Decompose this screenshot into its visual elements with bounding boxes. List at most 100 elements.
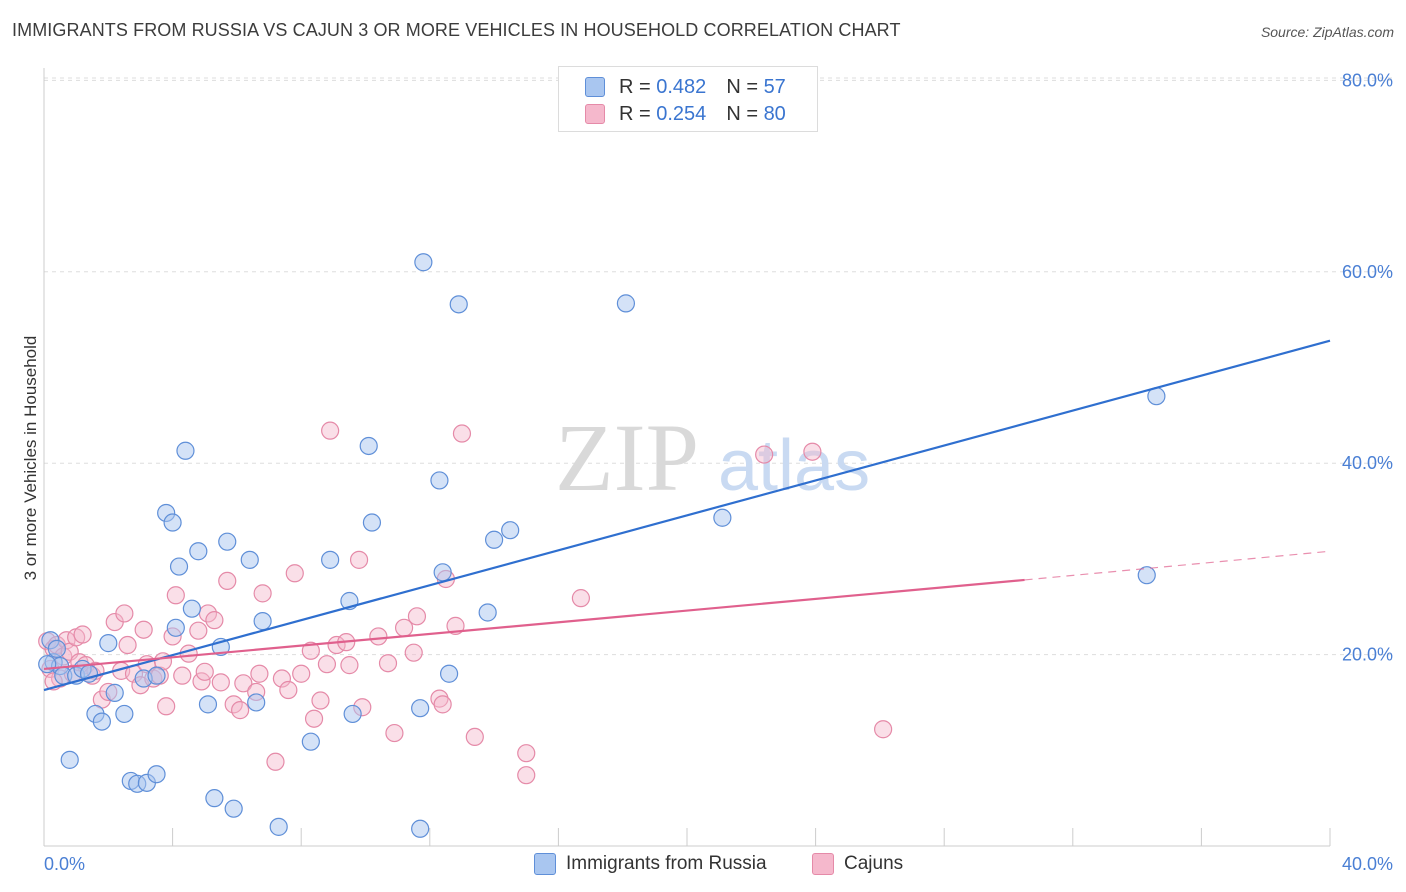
y-axis-label: 3 or more Vehicles in Household [21,336,40,581]
cajuns-point [253,584,272,603]
russia-point [616,294,636,313]
watermark-atlas: atlas [718,426,870,506]
russia-point [224,799,243,818]
tick-labels: 20.0% 40.0% 60.0% 80.0% 0.0% 40.0% [44,70,1393,874]
cajuns-point [369,627,388,646]
legend-n-label: N = [726,102,764,125]
legend-row-cajuns: R = 0.254 N = 80 [585,102,786,126]
russia-point [414,253,433,272]
russia-point [163,513,182,532]
legend: R = 0.482 N = 57 R = 0.254 N = 80 [558,66,818,132]
russia-point [189,542,208,561]
cajuns-point [189,621,208,640]
legend-row-russia: R = 0.482 N = 57 [585,75,786,99]
cajuns-point [404,643,423,662]
russia-point [411,819,430,838]
bottom-legend-swatch-russia [534,853,556,875]
legend-n-value: 57 [763,75,786,98]
cajuns-point [517,766,536,785]
chart-title: IMMIGRANTS FROM RUSSIA VS CAJUN 3 OR MOR… [12,20,901,40]
russia-point [38,655,57,674]
russia-point [247,693,266,712]
watermark-zip: ZIP [555,404,699,511]
russia-point [478,603,497,622]
legend-r-value: 0.482 [656,75,707,98]
cajuns-point [433,695,452,714]
cajuns-point [157,697,176,716]
russia-point [301,732,320,751]
cajuns-point [430,689,449,708]
russia-point [1137,566,1156,585]
russia-point [169,557,189,576]
cajuns-point [304,709,324,728]
cajuns-point [321,421,340,440]
trend-lines [43,339,1331,692]
russia-point [105,683,124,702]
legend-swatch-russia [585,77,605,97]
legend-n-value: 80 [763,102,786,125]
cajuns-point [279,680,298,700]
cajuns-point [755,445,774,464]
cajuns-point [73,625,92,644]
legend-n-label: N = [726,75,764,98]
cajuns-point [317,655,337,674]
cajuns-point [285,564,304,583]
cajuns-point [250,664,269,683]
cajuns-point [385,723,404,743]
russia-point [198,695,218,714]
y-tick-label: 80.0% [1342,70,1393,90]
cajuns-point [192,672,211,691]
russia-point [218,532,237,551]
russia-point [439,664,459,683]
bottom-legend-swatch-cajuns [812,853,834,875]
cajuns-point [205,611,224,630]
legend-r-label: R = [619,102,657,125]
cajuns-point [301,641,320,660]
cajuns-trend-extension [1024,550,1331,581]
axes [43,68,1331,847]
cajuns-point [231,701,250,720]
russia-point [166,618,185,637]
russia-point [60,750,79,769]
russia-point [99,634,118,653]
cajuns-point [266,752,285,771]
legend-r-value: 0.254 [656,102,707,125]
russia-point [147,765,166,784]
cajuns-point [218,571,237,591]
cajuns-point [195,662,214,681]
cajuns-point [407,607,427,626]
russia-point [433,563,452,582]
cajuns-point [465,727,484,747]
cajuns-point [234,674,253,693]
cajuns-point [349,550,369,569]
cajuns-point [272,669,292,688]
russia-point [321,550,340,569]
russia-point [449,295,468,314]
cajuns-point [803,442,822,461]
cajuns-point [115,604,134,623]
source-label: Source: ZipAtlas.com [1260,24,1394,40]
russia-point [411,699,430,718]
cajuns-point [173,666,192,685]
bottom-legend-russia: Immigrants from Russia [534,852,767,876]
russia-point [92,712,111,731]
x-tick-label: 40.0% [1342,854,1393,874]
y-tick-label: 20.0% [1342,645,1393,665]
bottom-legend-label-cajuns: Cajuns [844,853,904,874]
russia-point [501,521,520,540]
cajuns-point [452,424,472,443]
russia-point [430,471,449,490]
cajuns-point [517,744,536,763]
cajuns-point [340,656,359,675]
cajuns-point [311,691,330,710]
russia-point [115,704,134,724]
legend-swatch-cajuns [585,104,605,124]
cajuns-point [166,586,185,605]
russia-point [343,704,362,724]
russia-point [182,599,201,618]
russia-point [713,508,732,527]
bottom-legend-cajuns: Cajuns [812,852,903,876]
cajuns-point [118,635,137,655]
cajuns-point [292,664,311,683]
